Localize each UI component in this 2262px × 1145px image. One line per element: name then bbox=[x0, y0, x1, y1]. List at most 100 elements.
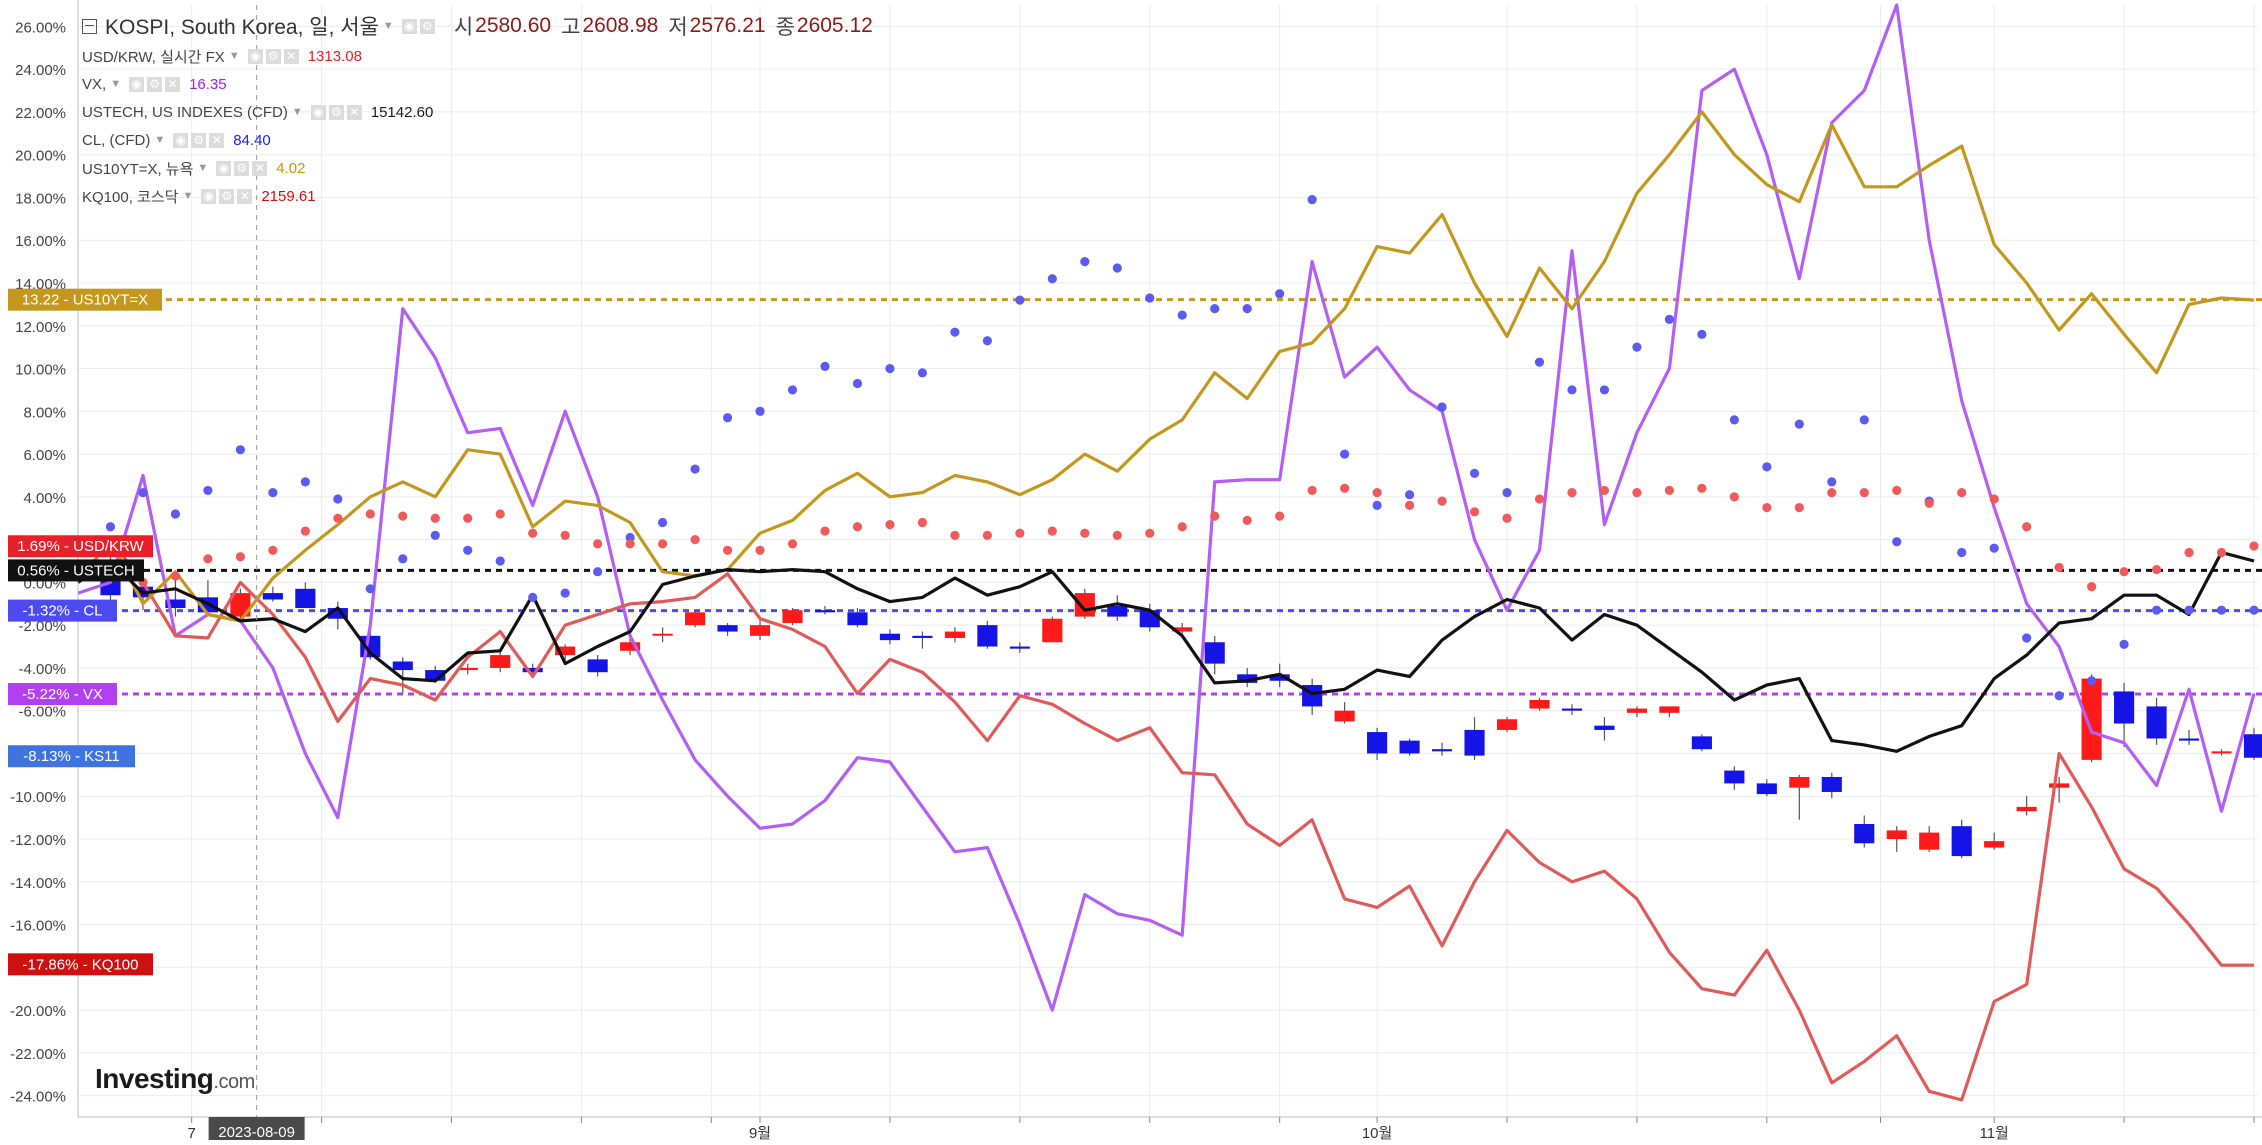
series-line-ustech bbox=[77, 550, 2255, 753]
investing-logo: Investing.com bbox=[95, 1063, 255, 1095]
candle-body bbox=[1107, 605, 1128, 617]
series-dot-cl bbox=[950, 327, 960, 337]
close-icon[interactable]: ✕ bbox=[346, 104, 362, 120]
candle-body bbox=[652, 633, 673, 636]
candle-body bbox=[1367, 732, 1388, 754]
y-tick-label: -20.00% bbox=[10, 1003, 66, 1020]
series-dot-cl bbox=[1827, 477, 1837, 487]
series-dot-usd-krw bbox=[1242, 515, 1252, 525]
series-controls: ◉ ⚙ ✕ bbox=[201, 188, 255, 204]
candle-body bbox=[1984, 841, 2005, 848]
series-dot-cl bbox=[1534, 357, 1545, 367]
series-dots bbox=[105, 195, 2259, 701]
series-dot-usd-krw bbox=[1372, 487, 1382, 498]
eye-icon[interactable]: ◉ bbox=[247, 48, 263, 64]
close-icon[interactable]: ✕ bbox=[209, 132, 225, 148]
collapse-icon[interactable] bbox=[82, 18, 97, 34]
chevron-down-icon[interactable]: ▼ bbox=[228, 50, 240, 62]
series-dot-cl bbox=[1762, 462, 1772, 472]
series-dot-usd-krw bbox=[1469, 507, 1480, 517]
series-dot-cl bbox=[1275, 289, 1285, 299]
legend-row: US10YT=X, 뉴욕 ▼ ◉ ⚙ ✕ 4.02 bbox=[82, 154, 873, 182]
series-dot-usd-krw bbox=[2184, 547, 2194, 558]
brand-name: Investing bbox=[95, 1063, 214, 1094]
eye-icon[interactable]: ◉ bbox=[201, 188, 217, 204]
candle-body bbox=[1821, 776, 1842, 792]
candle-body bbox=[1237, 674, 1258, 683]
series-dot-cl bbox=[1177, 310, 1187, 320]
series-dot-cl bbox=[1599, 385, 1610, 395]
gear-icon[interactable]: ⚙ bbox=[234, 160, 250, 176]
candle-body bbox=[2243, 734, 2262, 758]
chevron-down-icon[interactable]: ▼ bbox=[182, 190, 194, 202]
legend-series-rows: USD/KRW, 실시간 FX ▼ ◉ ⚙ ✕ 1313.08 VX, ▼ ◉ ⚙ ✕ 16.35 US… bbox=[82, 42, 873, 210]
series-dot-usd-krw bbox=[1892, 485, 1902, 496]
chevron-down-icon[interactable]: ▼ bbox=[291, 106, 303, 118]
series-dot-usd-krw bbox=[1794, 502, 1804, 513]
candle-body bbox=[814, 610, 836, 613]
series-dot-usd-krw bbox=[1437, 496, 1447, 506]
series-dot-usd-krw bbox=[657, 539, 668, 549]
series-line-us10yt-x bbox=[76, 110, 2255, 623]
series-dot-usd-krw bbox=[820, 526, 830, 536]
series-line-kq100 bbox=[76, 537, 2254, 1102]
eye-icon[interactable]: ◉ bbox=[129, 76, 145, 92]
candle-body bbox=[555, 646, 576, 656]
series-dot-usd-krw bbox=[755, 545, 765, 555]
close-icon[interactable]: ✕ bbox=[165, 76, 181, 92]
series-dot-cl bbox=[2151, 605, 2162, 615]
close-icon[interactable]: ✕ bbox=[252, 160, 268, 176]
legend-row: KQ100, 코스닥 ▼ ◉ ⚙ ✕ 2159.61 bbox=[82, 182, 873, 210]
series-dot-usd-krw bbox=[1632, 487, 1642, 498]
gear-icon[interactable]: ⚙ bbox=[328, 104, 344, 120]
eye-icon[interactable]: ◉ bbox=[401, 18, 417, 34]
series-dot-usd-krw bbox=[1599, 485, 1610, 496]
candle-body bbox=[620, 642, 641, 651]
gear-icon[interactable]: ⚙ bbox=[219, 188, 235, 204]
series-dot-cl bbox=[1859, 415, 1869, 425]
gear-icon[interactable]: ⚙ bbox=[191, 132, 207, 148]
gear-icon[interactable]: ⚙ bbox=[419, 18, 435, 34]
candle-body bbox=[685, 612, 706, 626]
series-dot-cl bbox=[2054, 691, 2064, 701]
series-dot-usd-krw bbox=[1015, 528, 1025, 538]
legend-series-name: VX, bbox=[82, 75, 107, 93]
eye-icon[interactable]: ◉ bbox=[310, 104, 326, 120]
grid-layer bbox=[78, 5, 2258, 1117]
series-dot-usd-krw bbox=[333, 513, 343, 523]
eye-icon[interactable]: ◉ bbox=[216, 160, 232, 176]
series-dot-usd-krw bbox=[203, 554, 213, 564]
legend-series-name: US10YT=X, 뉴욕 bbox=[82, 160, 194, 178]
series-dot-usd-krw bbox=[398, 511, 408, 521]
series-dot-cl bbox=[365, 584, 375, 594]
candle-body bbox=[165, 599, 186, 609]
candle-body bbox=[425, 670, 446, 681]
close-icon[interactable]: ✕ bbox=[283, 48, 299, 64]
series-dot-usd-krw bbox=[1989, 494, 1999, 504]
chevron-down-icon[interactable]: ▼ bbox=[197, 162, 209, 174]
y-tick-label: -22.00% bbox=[10, 1046, 66, 1063]
gear-icon[interactable]: ⚙ bbox=[147, 76, 163, 92]
gear-icon[interactable]: ⚙ bbox=[265, 48, 281, 64]
series-dot-usd-krw bbox=[560, 530, 570, 540]
series-dot-cl bbox=[820, 361, 830, 371]
eye-icon[interactable]: ◉ bbox=[173, 132, 189, 148]
close-icon[interactable]: ✕ bbox=[237, 188, 253, 204]
y-tick-label: -2.00% bbox=[18, 618, 66, 635]
candle-body bbox=[717, 625, 738, 632]
candle-body bbox=[879, 633, 901, 641]
y-tick-label: 22.00% bbox=[15, 105, 66, 122]
series-dot-cl bbox=[528, 592, 538, 602]
series-dot-cl bbox=[2216, 605, 2227, 615]
chevron-down-icon[interactable]: ▼ bbox=[110, 78, 122, 90]
y-tick-label: 4.00% bbox=[23, 490, 66, 507]
series-dot-cl bbox=[1729, 415, 1739, 425]
series-dot-cl bbox=[463, 545, 473, 555]
chevron-down-icon[interactable]: ▼ bbox=[382, 20, 394, 32]
series-dot-usd-krw bbox=[2249, 541, 2259, 551]
series-dot-usd-krw bbox=[1762, 502, 1772, 513]
value-tag-box bbox=[8, 953, 153, 976]
chevron-down-icon[interactable]: ▼ bbox=[154, 134, 166, 146]
value-tag-label: -1.32% - CL bbox=[22, 603, 102, 620]
